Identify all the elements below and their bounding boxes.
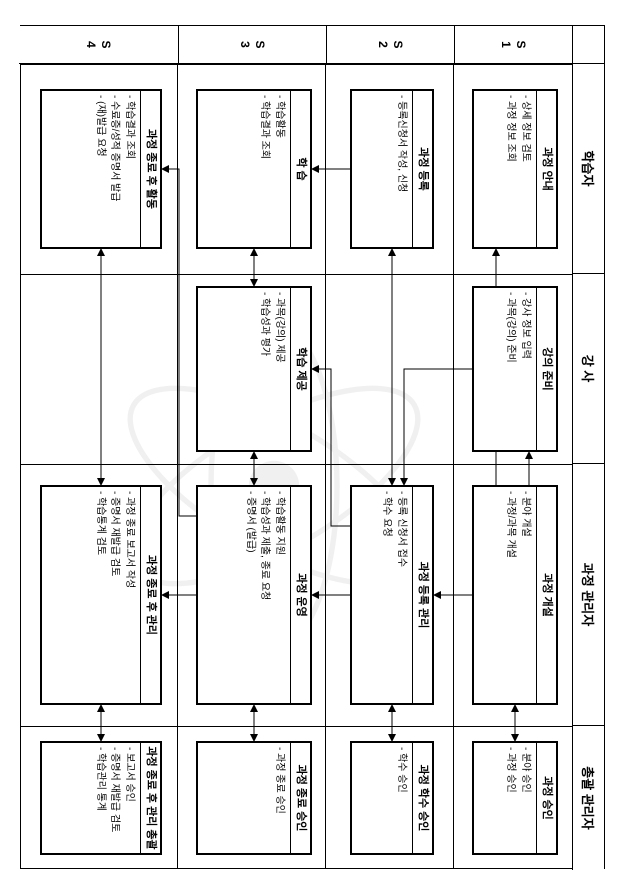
- box-body: - 학습활동- 학습결과 조회: [198, 91, 290, 247]
- box-title: 과정 개설: [536, 487, 556, 703]
- stage-sep: [325, 64, 326, 868]
- box-title: 과정 승인: [536, 743, 556, 853]
- box-title: 과정 학수 승인: [412, 743, 432, 853]
- lane-divider: [21, 726, 572, 727]
- box-body: - 학수 승인: [352, 743, 412, 853]
- stage-s2: S2: [326, 26, 454, 64]
- header-stage: [572, 26, 604, 64]
- box-body: - 보고서 승인- 증명서 재발급 검토- 학습관리 통계: [42, 743, 140, 853]
- box-title: 과정 등록 관리: [412, 487, 432, 703]
- box-title: 과정 운영: [290, 487, 310, 703]
- box-title: 강의 준비: [536, 288, 556, 450]
- stage-sep: [177, 64, 178, 868]
- box-body: - 과목(강의) 제공- 학습성과 평가: [198, 288, 290, 450]
- header-learner: 학습자: [572, 64, 604, 274]
- box-body: - 등록신청서 작성, 신청: [352, 91, 412, 247]
- header-course-admin: 과정 관리자: [572, 464, 604, 726]
- box-body: - 강사 정보 입력- 과목(강의) 준비: [474, 288, 536, 450]
- box-course-create: 과정 개설 - 분야 개설- 과정/과목 개설: [472, 485, 558, 705]
- header-general-admin: 총괄 관리자: [572, 726, 604, 870]
- box-body: - 학습결과 조회- 수료증/성적 증명서 발급- (재)발급 요청: [42, 91, 140, 247]
- stage-sep: [453, 64, 454, 868]
- box-title: 과정 종료 후 활동: [140, 91, 160, 247]
- box-body: - 분야 승인- 과정 승인: [474, 743, 536, 853]
- box-title: 학 습: [290, 91, 310, 247]
- box-post-activity: 과정 종료 후 활동 - 학습결과 조회- 수료증/성적 증명서 발급- (재)…: [40, 89, 162, 249]
- box-body: - 학습활동 지원- 학습성과 제출, 종료 요청- 증명서 (발급): [198, 487, 290, 703]
- header-instructor: 강 사: [572, 274, 604, 464]
- box-title: 과정 안내: [536, 91, 556, 247]
- lane-divider: [21, 64, 572, 65]
- box-lecture-prep: 강의 준비 - 강사 정보 입력- 과목(강의) 준비: [472, 286, 558, 452]
- box-end-approve: 과정 종료 승인 - 과정 종료 승인: [196, 741, 312, 855]
- box-title: 학습 제공: [290, 288, 310, 450]
- box-body: - 분야 개설- 과정/과목 개설: [474, 487, 536, 703]
- box-title: 과정 종료 후 관리: [140, 487, 160, 703]
- lane-divider: [21, 274, 572, 275]
- stage-s1: S1: [454, 26, 572, 64]
- box-reg-manage: 과정 등록 관리 - 등록 신청서 접수- 학수 요청: [350, 485, 434, 705]
- box-body: - 상세 정보 검토- 과정 정보 조회: [474, 91, 536, 247]
- box-course-register: 과정 등록 - 등록신청서 작성, 신청: [350, 89, 434, 249]
- box-enroll-approve: 과정 학수 승인 - 학수 승인: [350, 741, 434, 855]
- box-learning-provide: 학습 제공 - 과목(강의) 제공- 학습성과 평가: [196, 286, 312, 452]
- rotated-page: 학습자 강 사 과정 관리자 총괄 관리자 S1 S2 S3 S4: [0, 0, 625, 894]
- box-body: - 과정 종료 승인: [198, 743, 290, 853]
- box-post-general: 과정 종료 후 관리 총괄 - 보고서 승인- 증명서 재발급 검토- 학습관리…: [40, 741, 162, 855]
- stage-s4: S4: [19, 26, 178, 64]
- box-learning: 학 습 - 학습활동- 학습결과 조회: [196, 89, 312, 249]
- box-title: 과정 종료 승인: [290, 743, 310, 853]
- box-course-info: 과정 안내 - 상세 정보 검토- 과정 정보 조회: [472, 89, 558, 249]
- box-course-approve: 과정 승인 - 분야 승인- 과정 승인: [472, 741, 558, 855]
- lane-divider: [21, 464, 572, 465]
- box-body: - 등록 신청서 접수- 학수 요청: [352, 487, 412, 703]
- stage-s3: S3: [178, 26, 326, 64]
- box-title: 과정 등록: [412, 91, 432, 247]
- box-post-manage: 과정 종료 후 관리 - 과정 종료 보고서 작성- 증명서 재발급 검토- 학…: [40, 485, 162, 705]
- box-course-operate: 과정 운영 - 학습활동 지원- 학습성과 제출, 종료 요청- 증명서 (발급…: [196, 485, 312, 705]
- flowchart-diagram: 학습자 강 사 과정 관리자 총괄 관리자 S1 S2 S3 S4: [20, 25, 605, 869]
- box-title: 과정 종료 후 관리 총괄: [140, 743, 160, 853]
- box-body: - 과정 종료 보고서 작성- 증명서 재발급 검토- 학습통계 검토: [42, 487, 140, 703]
